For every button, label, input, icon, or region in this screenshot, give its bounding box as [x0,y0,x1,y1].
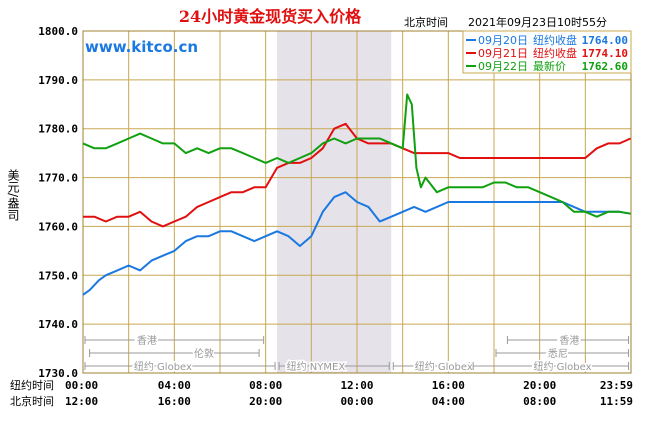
x-tick-label: 16:00 [158,395,191,408]
y-tick-label: 1760.0 [38,220,78,233]
legend-date: 09月22日 [478,60,528,73]
session-label-row2: 伦敦 [194,347,214,360]
y-tick-label: 1780.0 [38,123,78,136]
legend-value: 1762.60 [582,60,628,73]
y-tick-label: 1750.0 [38,269,78,282]
session-label-row1: 香港 [559,335,579,347]
x-tick-label: 04:00 [158,379,191,392]
header-datetime: 2021年09月23日10时55分 [468,15,607,29]
x-tick-label: 04:00 [432,395,465,408]
plot-border [82,30,632,374]
session-label-row3: 纽约 Globex [134,360,192,373]
x-tick-label: 20:00 [249,395,282,408]
chart-title: 24小时黄金现货买入价格 [179,7,362,26]
x-tick-label: 00:00 [65,379,98,392]
nymex-session-shading [277,31,392,373]
series-lines [82,93,631,296]
session-label-row3: 纽约 NYMEX [287,360,346,373]
x-tick-label: 08:00 [523,395,556,408]
y-tick-label: 1800.0 [38,25,78,38]
y-tick-label: 1770.0 [38,172,78,185]
x-tick-label: 12:00 [340,379,373,392]
x-tick-label: 11:59 [600,395,633,408]
session-label-row3: 纽约 Globex [415,360,473,373]
legend: 09月20日 纽约收盘 1764.00 09月21日 纽约收盘 1774.10 09月22日… [462,30,632,74]
y-axis-label: 美元/盎司 [6,169,20,221]
x-axis: 纽约时间 00:00 04:00 08:00 12:00 16:00 20:00 23:59 北… [10,378,633,408]
x-axis-row-label: 纽约时间 [10,378,54,392]
y-axis: 1730.0 1740.0 1750.0 1760.0 1770.0 1780.0 1790… [38,25,78,380]
legend-label: 纽约收盘 [533,33,577,47]
shaded-session-band [277,31,392,373]
legend-date: 09月20日 [478,34,528,47]
x-tick-label: 20:00 [523,379,556,392]
y-tick-label: 1730.0 [38,367,78,380]
legend-box [462,30,632,74]
x-tick-label: 23:59 [600,379,633,392]
session-label-row3: 纽约 Globex [533,360,591,373]
header-time-label: 北京时间 [404,15,448,29]
series-line-1 [82,191,631,296]
session-label-row1: 香港 [137,335,157,347]
x-tick-label: 16:00 [432,379,465,392]
x-tick-label: 12:00 [65,395,98,408]
x-tick-label: 08:00 [249,379,282,392]
x-axis-row-label: 北京时间 [10,394,54,408]
legend-label: 纽约收盘 [533,46,577,60]
x-tick-label: 00:00 [340,395,373,408]
legend-value: 1764.00 [582,34,628,47]
watermark: www.kitco.cn [85,38,198,56]
series-line-3 [82,93,631,218]
session-label-row2: 悉尼 [548,348,568,360]
legend-value: 1774.10 [582,47,628,60]
legend-label: 最新价 [533,59,566,73]
legend-date: 09月21日 [478,47,528,60]
y-tick-label: 1740.0 [38,318,78,331]
y-tick-label: 1790.0 [38,74,78,87]
